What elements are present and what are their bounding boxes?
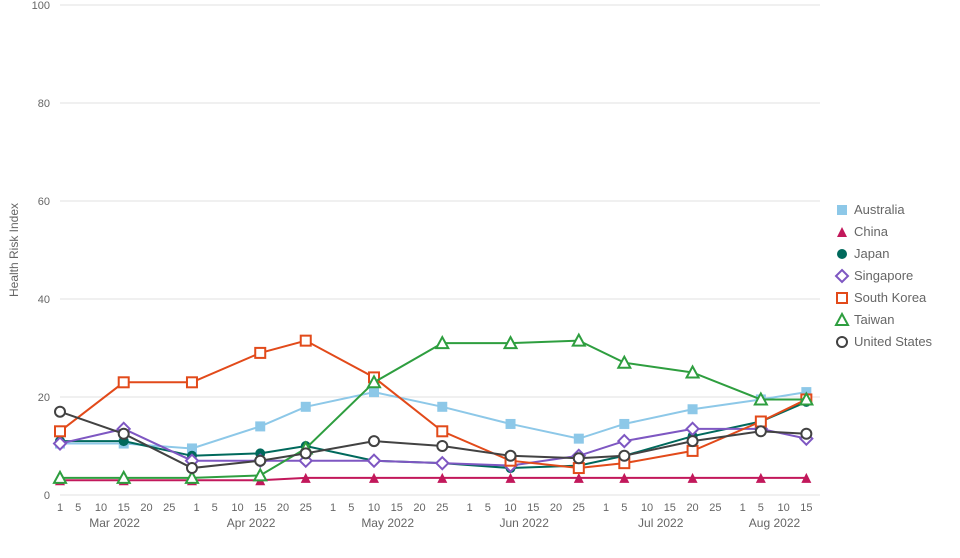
x-tick-label: 25 bbox=[709, 502, 721, 514]
x-tick-label: 10 bbox=[504, 502, 516, 514]
x-tick-label: 5 bbox=[212, 502, 218, 514]
x-tick-label: 10 bbox=[777, 502, 789, 514]
x-tick-label: 5 bbox=[758, 502, 764, 514]
legend-label: United States bbox=[854, 334, 933, 349]
x-tick-label: 25 bbox=[436, 502, 448, 514]
x-tick-label: 15 bbox=[118, 502, 130, 514]
x-tick-label: 10 bbox=[95, 502, 107, 514]
legend-label: Taiwan bbox=[854, 312, 894, 327]
x-month-label: Jul 2022 bbox=[638, 516, 684, 530]
legend-item-taiwan: Taiwan bbox=[836, 312, 894, 327]
x-month-label: Mar 2022 bbox=[89, 516, 140, 530]
legend-item-singapore: Singapore bbox=[836, 268, 913, 283]
legend-item-china: China bbox=[837, 224, 889, 239]
x-tick-label: 25 bbox=[300, 502, 312, 514]
x-tick-label: 10 bbox=[231, 502, 243, 514]
y-axis-label: Health Risk Index bbox=[7, 203, 21, 297]
health-risk-chart: 020406080100Health Risk Index15101520251… bbox=[0, 0, 960, 558]
x-tick-label: 20 bbox=[686, 502, 698, 514]
x-tick-label: 5 bbox=[348, 502, 354, 514]
y-tick-label: 0 bbox=[44, 490, 50, 502]
x-tick-label: 15 bbox=[254, 502, 266, 514]
x-tick-label: 5 bbox=[75, 502, 81, 514]
x-tick-label: 15 bbox=[664, 502, 676, 514]
legend-label: Australia bbox=[854, 202, 905, 217]
y-tick-label: 60 bbox=[38, 196, 50, 208]
x-tick-label: 1 bbox=[603, 502, 609, 514]
x-tick-label: 1 bbox=[330, 502, 336, 514]
x-tick-label: 25 bbox=[163, 502, 175, 514]
x-tick-label: 1 bbox=[57, 502, 63, 514]
x-tick-label: 15 bbox=[391, 502, 403, 514]
x-month-label: Jun 2022 bbox=[499, 516, 549, 530]
legend-item-australia: Australia bbox=[837, 202, 905, 217]
legend-label: Japan bbox=[854, 246, 889, 261]
legend-item-united-states: United States bbox=[837, 334, 933, 349]
x-tick-label: 20 bbox=[413, 502, 425, 514]
x-tick-label: 1 bbox=[467, 502, 473, 514]
x-tick-label: 15 bbox=[800, 502, 812, 514]
x-tick-label: 1 bbox=[740, 502, 746, 514]
x-tick-label: 10 bbox=[641, 502, 653, 514]
x-tick-label: 25 bbox=[573, 502, 585, 514]
y-tick-label: 80 bbox=[38, 98, 50, 110]
y-tick-label: 40 bbox=[38, 294, 50, 306]
x-tick-label: 15 bbox=[527, 502, 539, 514]
legend-label: Singapore bbox=[854, 268, 913, 283]
x-tick-label: 20 bbox=[550, 502, 562, 514]
legend-label: South Korea bbox=[854, 290, 927, 305]
y-tick-label: 20 bbox=[38, 392, 50, 404]
y-tick-label: 100 bbox=[32, 0, 50, 12]
series-china bbox=[55, 473, 811, 485]
x-tick-label: 1 bbox=[193, 502, 199, 514]
x-tick-label: 5 bbox=[621, 502, 627, 514]
x-tick-label: 20 bbox=[140, 502, 152, 514]
legend-item-japan: Japan bbox=[837, 246, 889, 261]
legend-item-south-korea: South Korea bbox=[837, 290, 927, 305]
x-month-label: May 2022 bbox=[361, 516, 414, 530]
x-month-label: Aug 2022 bbox=[749, 516, 801, 530]
x-tick-label: 10 bbox=[368, 502, 380, 514]
legend-label: China bbox=[854, 224, 889, 239]
x-tick-label: 20 bbox=[277, 502, 289, 514]
x-tick-label: 5 bbox=[485, 502, 491, 514]
x-month-label: Apr 2022 bbox=[227, 516, 276, 530]
